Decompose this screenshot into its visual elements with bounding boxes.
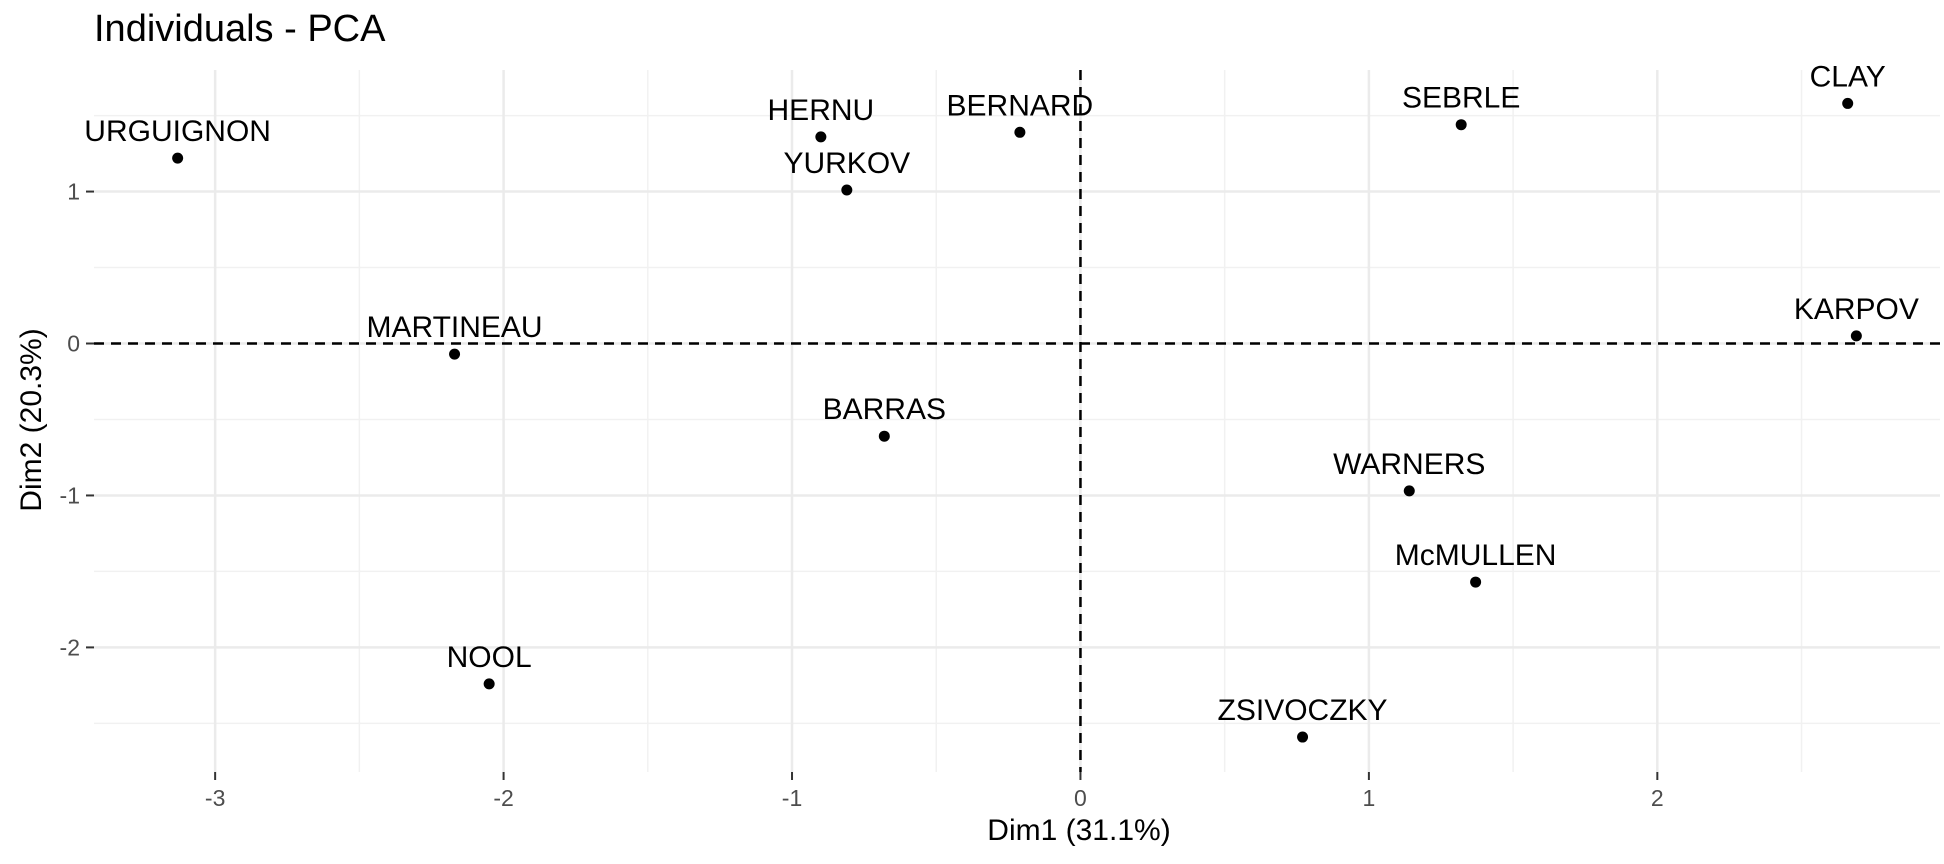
data-point [1470,576,1482,588]
data-point [1403,485,1415,497]
y-tick-label: -1 [60,482,80,508]
x-tick-label: 0 [1074,785,1087,811]
y-tick-label: -2 [60,634,80,660]
point-label: BARRAS [823,393,946,426]
point-label: ZSIVOCZKY [1218,694,1388,727]
data-point [1455,119,1467,131]
data-point [841,184,853,196]
y-axis-label: Dim2 (20.3%) [15,328,48,512]
x-tick-label: 2 [1651,785,1664,811]
x-axis-label: Dim1 (31.1%) [987,814,1171,847]
data-points [172,97,1862,743]
data-point [449,348,461,360]
point-label: MARTINEAU [366,311,542,344]
data-point [172,152,184,164]
data-point [1842,97,1854,109]
point-label: CLAY [1810,60,1886,93]
grid-layer [94,70,1940,772]
data-point [1014,126,1026,138]
point-labels: URGUIGNON HERNU BERNARD YURKOV SEBRLE CLAY MAR… [84,60,1919,727]
data-point [483,678,495,690]
x-tick-label: -3 [205,785,225,811]
point-label: SEBRLE [1402,82,1520,115]
chart-title: Individuals - PCA [94,8,386,50]
x-tick-label: 1 [1362,785,1375,811]
data-point [1850,330,1862,342]
axis-ticks: -3 -2 -1 0 1 2 -2 -1 0 1 [60,179,1664,811]
y-tick-label: 0 [67,331,80,357]
point-label: NOOL [447,641,532,674]
data-point [1297,731,1309,743]
x-tick-label: -1 [782,785,802,811]
point-label: KARPOV [1794,293,1919,326]
reference-lines [94,70,1940,772]
data-point [878,430,890,442]
point-label: HERNU [768,94,875,127]
point-label: YURKOV [783,147,910,180]
point-label: WARNERS [1333,448,1485,481]
point-label: BERNARD [947,89,1094,122]
data-point [815,131,827,143]
point-label: URGUIGNON [84,115,271,148]
x-tick-label: -2 [493,785,513,811]
point-label: McMULLEN [1395,539,1557,572]
y-tick-label: 1 [67,179,80,205]
